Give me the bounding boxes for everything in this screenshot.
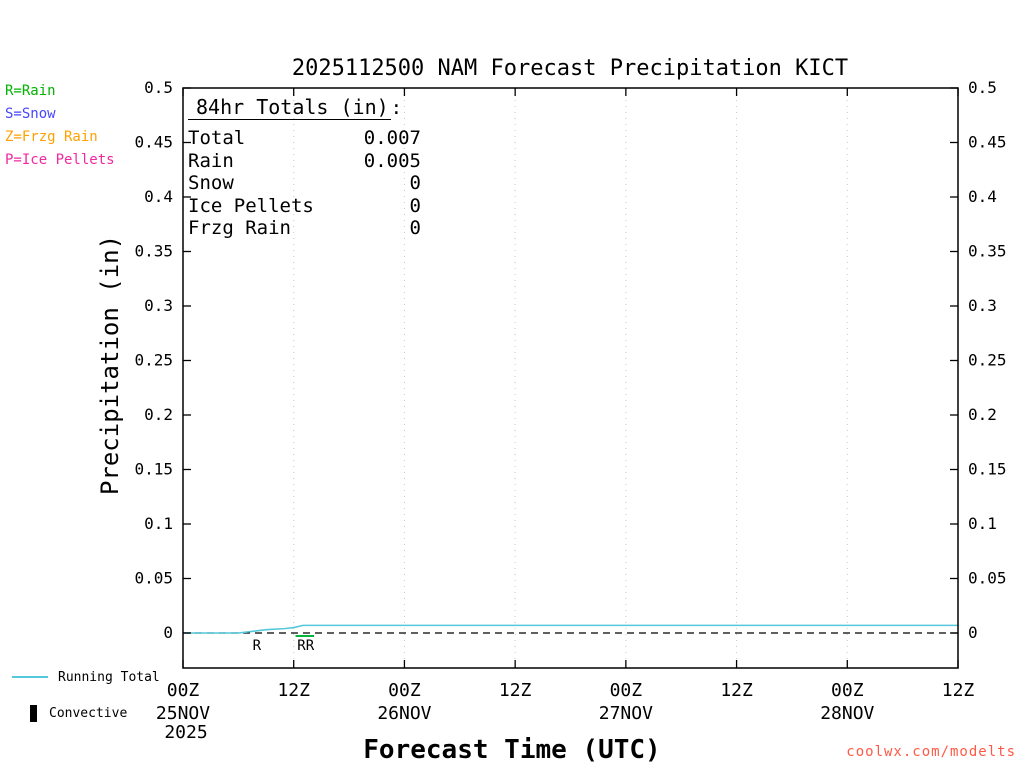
- chart-legend: Running Total Convective: [10, 668, 160, 740]
- y-tick-label: 0.4: [968, 187, 997, 206]
- y-tick-label: 0.05: [134, 569, 173, 588]
- totals-row-label: Snow: [188, 172, 234, 194]
- legend-label: Convective: [49, 705, 128, 721]
- plot-border: [182, 87, 959, 669]
- x-tick-label: 12Z: [499, 680, 532, 701]
- y-tick-label: 0.3: [144, 296, 173, 315]
- totals-row-value: 0: [409, 217, 421, 239]
- totals-rows: Total 0.007 Rain 0.005 Snow 0 Ice Pellets 0 Frzg…: [188, 127, 421, 240]
- legend-item-convective: Convective: [10, 704, 160, 722]
- y-tick-label: 0.05: [968, 569, 1007, 588]
- x-tick-label: 12Z: [277, 680, 310, 701]
- y-tick-label: 0.2: [968, 405, 997, 424]
- x-tick-label: 12Z: [720, 680, 753, 701]
- y-tick-label: 0.15: [968, 460, 1007, 479]
- totals-row-label: Ice Pellets: [188, 194, 314, 217]
- totals-heading-row: 84hr Totals (in):: [188, 95, 421, 127]
- totals-box: 84hr Totals (in): Total 0.007 Rain 0.005 Sno…: [188, 95, 421, 240]
- running-total-swatch: [12, 676, 48, 678]
- y-tick-label: 0.5: [144, 78, 173, 97]
- x-tick-label: 00Z: [388, 680, 421, 701]
- y-tick-label: 0: [163, 623, 173, 642]
- x-date-label: 27NOV: [599, 703, 653, 724]
- totals-row: Snow 0: [188, 172, 421, 195]
- y-tick-label: 0.2: [144, 405, 173, 424]
- totals-row-value: 0: [409, 194, 421, 217]
- x-tick-label: 12Z: [942, 680, 975, 701]
- legend-item-running-total: Running Total: [10, 668, 160, 686]
- x-year-label: 2025: [164, 722, 207, 743]
- y-tick-label: 0.3: [968, 296, 997, 315]
- y-tick-label: 0.35: [134, 242, 173, 261]
- totals-heading: 84hr Totals (in): [188, 95, 391, 120]
- y-tick-label: 0.1: [144, 514, 173, 533]
- x-date-label: 25NOV: [156, 703, 210, 724]
- x-date-label: 26NOV: [377, 703, 431, 724]
- y-tick-label: 0.25: [968, 351, 1007, 370]
- y-tick-label: 0.35: [968, 242, 1007, 261]
- totals-row-value: 0: [409, 172, 421, 194]
- totals-row-label: Frzg Rain: [188, 217, 291, 239]
- y-tick-label: 0.45: [968, 133, 1007, 152]
- totals-row: Frzg Rain 0: [188, 217, 421, 240]
- type-legend-item: S=Snow: [5, 106, 56, 122]
- chart-title: 2025112500 NAM Forecast Precipitation KI…: [292, 56, 848, 81]
- type-legend-item: Z=Frzg Rain: [5, 129, 98, 145]
- y-tick-label: 0.5: [968, 78, 997, 97]
- legend-label: Running Total: [58, 669, 160, 685]
- watermark-link: coolwx.com/modelts: [846, 744, 1016, 760]
- convective-swatch: [30, 704, 37, 722]
- y-tick-label: 0: [968, 623, 978, 642]
- y-tick-label: 0.45: [134, 133, 173, 152]
- precip-type-legend: R=Rain S=Snow Z=Frzg Rain P=Ice Pellets: [5, 80, 115, 172]
- x-tick-label: 00Z: [610, 680, 643, 701]
- y-tick-label: 0.25: [134, 351, 173, 370]
- totals-row-value: 0.007: [363, 127, 421, 149]
- y-tick-label: 0.4: [144, 187, 173, 206]
- totals-row: Total 0.007: [188, 127, 421, 150]
- precip-type-marker: RR: [297, 638, 314, 654]
- totals-row-value: 0.005: [363, 149, 421, 172]
- totals-row-label: Rain: [188, 149, 234, 172]
- precip-type-marker: R: [253, 638, 262, 654]
- totals-row-label: Total: [188, 127, 246, 149]
- x-date-label: 28NOV: [820, 703, 874, 724]
- x-tick-label: 00Z: [831, 680, 864, 701]
- running-total-line: [183, 624, 958, 634]
- totals-row: Ice Pellets 0: [188, 195, 421, 218]
- y-tick-label: 0.15: [134, 460, 173, 479]
- y-axis-label: Precipitation (in): [96, 235, 124, 495]
- totals-row: Rain 0.005: [188, 150, 421, 173]
- x-axis-label: Forecast Time (UTC): [363, 735, 660, 765]
- type-legend-item: R=Rain: [5, 83, 56, 99]
- x-tick-label: 00Z: [167, 680, 200, 701]
- y-tick-label: 0.1: [968, 514, 997, 533]
- type-legend-item: P=Ice Pellets: [5, 152, 115, 168]
- totals-heading-colon: :: [390, 97, 403, 119]
